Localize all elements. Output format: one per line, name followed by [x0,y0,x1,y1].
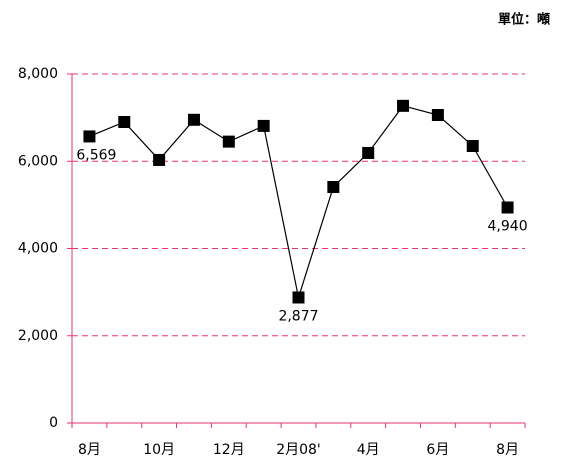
data-label: 6,569 [76,147,116,163]
x-tick-label: 6月 [426,442,449,458]
data-label: 4,940 [488,218,528,234]
marker [83,130,96,143]
marker [118,115,131,128]
y-tick-label: 6,000 [18,153,58,169]
data-label: 2,877 [278,308,318,324]
x-tick-label: 10月 [143,442,175,458]
marker [397,99,410,112]
line [89,105,509,300]
x-tick-label: 12月 [213,442,245,458]
x-tick-label: 2月08' [276,442,321,458]
y-tick-label: 8,000 [18,66,58,82]
marker [292,291,305,304]
marker [222,135,235,148]
x-tick-label: 4月 [357,442,380,458]
y-tick-label: 2,000 [18,328,58,344]
unit-label: 單位：噸 [498,12,550,28]
y-tick-label: 4,000 [18,241,58,257]
marker [187,113,200,126]
x-tick-label: 8月 [78,442,101,458]
marker [362,146,375,159]
marker [431,109,444,122]
y-tick-label: 0 [49,415,58,431]
marker [466,139,479,152]
marker [257,119,270,132]
marker [327,180,340,193]
x-tick-label: 8月 [496,442,519,458]
marker [153,153,166,166]
marker [501,201,514,214]
